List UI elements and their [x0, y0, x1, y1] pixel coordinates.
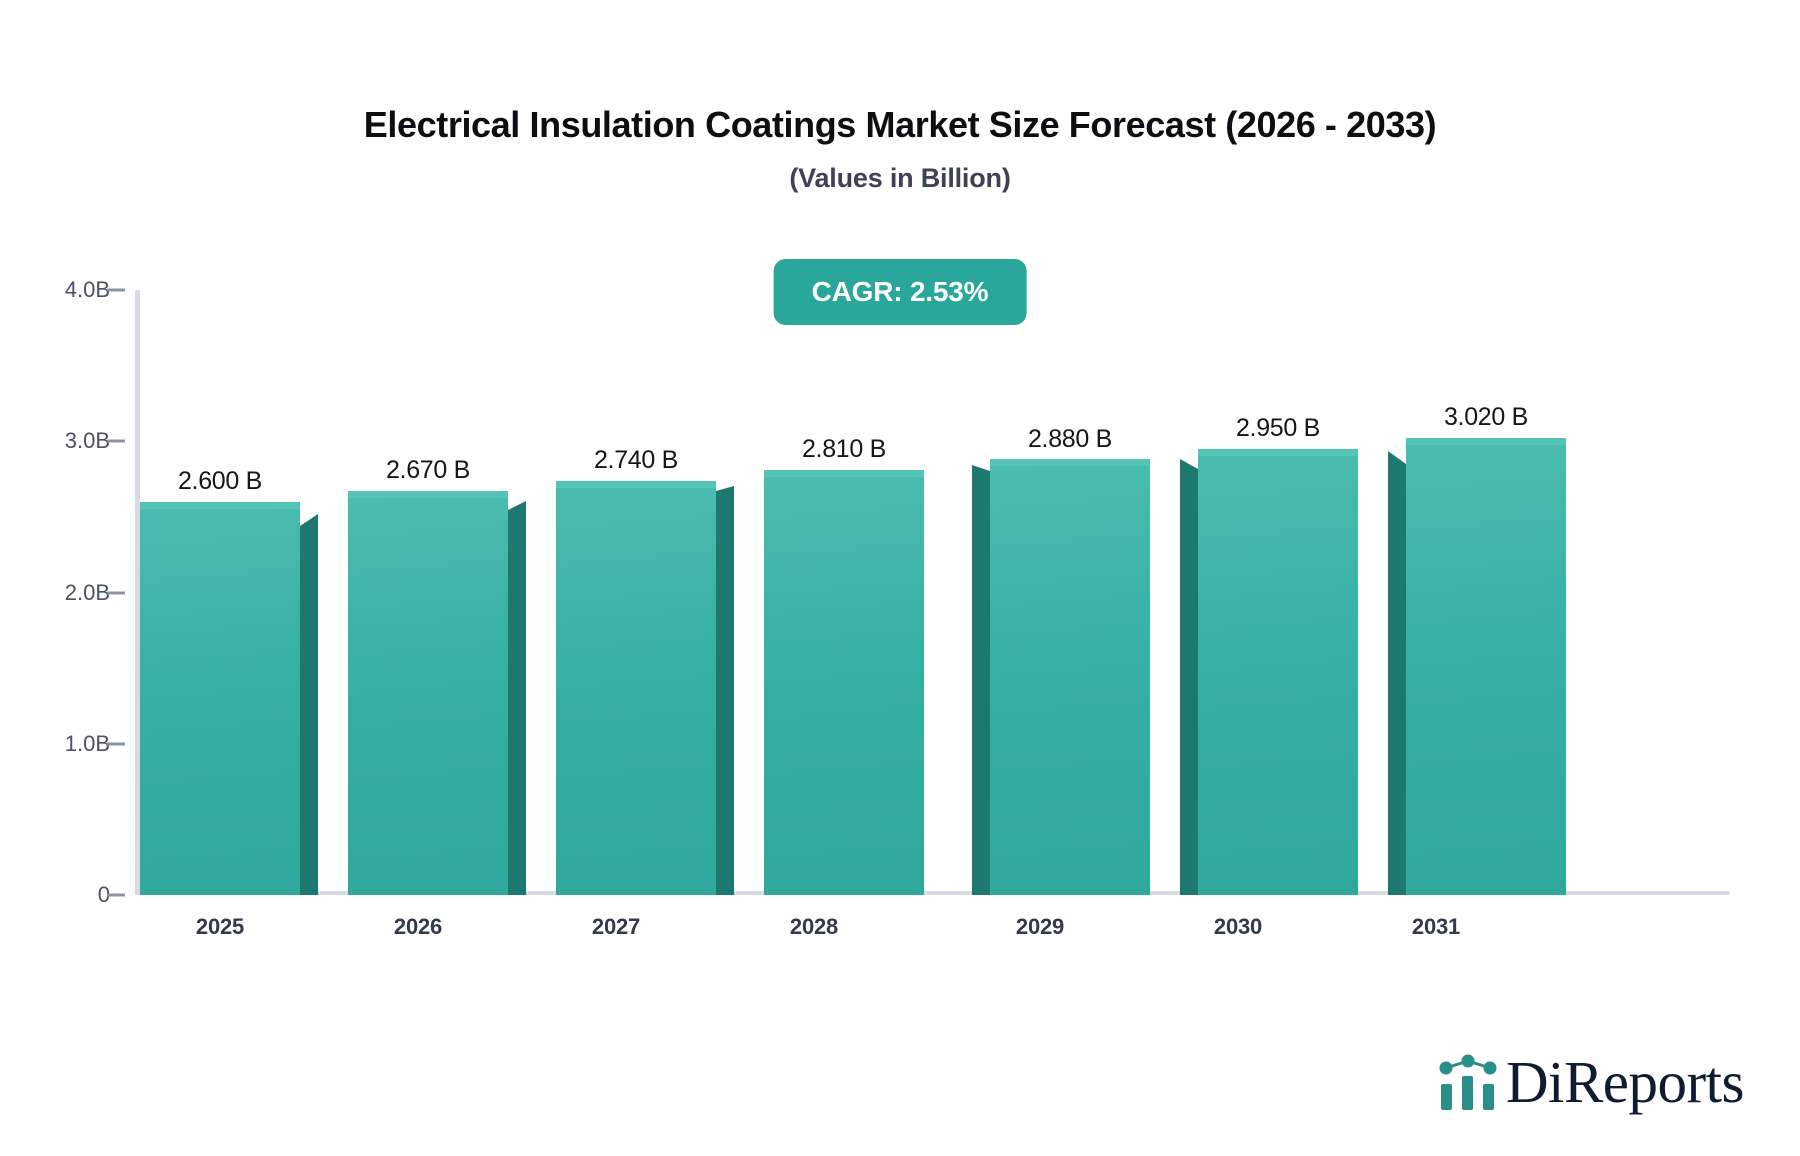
- x-tick-label-2027: 2027: [591, 914, 641, 939]
- bar-value-label-2025: 2.600 B: [177, 467, 263, 495]
- bar-value-label-2029: 2.880 B: [1027, 425, 1113, 453]
- x-tick-label-2029: 2029: [1015, 914, 1065, 939]
- bar-value-label-2026: 2.670 B: [385, 456, 471, 484]
- chart-subtitle: (Values in Billion): [789, 163, 1011, 194]
- bar-top-bevel-2025: [140, 501, 300, 509]
- bar-value-label-2028: 2.810 B: [801, 435, 887, 463]
- bar-top-bevel-2027: [556, 480, 716, 488]
- y-tick-dash-2: [107, 591, 125, 594]
- bar-side-2026: [508, 501, 526, 895]
- x-axis-line: [135, 891, 1730, 895]
- bar-value-label-2030: 2.950 B: [1235, 414, 1321, 442]
- bar-face-2025: [140, 501, 300, 895]
- x-tick-label-2025: 2025: [195, 914, 245, 939]
- title-block: Electrical Insulation Coatings Market Si…: [0, 104, 1800, 194]
- x-tick-label-2026: 2026: [393, 914, 443, 939]
- y-tick-dash-1: [107, 742, 125, 746]
- bar-side-2031: [1388, 451, 1406, 895]
- x-tick-label-2028: 2028: [789, 914, 839, 939]
- bars-layer: 2.600 B 2.670 B 2.740 B: [135, 290, 1730, 895]
- y-tick-label-2: 2.0B: [64, 579, 110, 605]
- y-tick-label-3: 3.0B: [64, 428, 110, 454]
- brand-name: DiReports: [1505, 1049, 1745, 1115]
- bar-chart-logo-icon: [1439, 1054, 1497, 1110]
- bar-face-2027: [556, 480, 716, 895]
- y-axis-line: [135, 290, 140, 895]
- bar-value-label-2027: 2.740 B: [593, 446, 679, 474]
- bar-value-label-2031: 3.020 B: [1443, 403, 1529, 431]
- y-tick-dash-4: [107, 288, 125, 292]
- x-tick-label-2030: 2030: [1213, 914, 1263, 939]
- bar-top-bevel-2029: [990, 459, 1150, 467]
- bar-face-2030: [1198, 448, 1358, 895]
- bar-face-2029: [990, 459, 1150, 895]
- y-tick-label-0: 0: [97, 882, 110, 907]
- bar-face-2031: [1406, 438, 1566, 895]
- bar-side-2025: [300, 514, 318, 895]
- page-title: Electrical Insulation Coatings Market Si…: [363, 104, 1437, 145]
- bar-side-2029: [972, 465, 990, 895]
- bar-side-2030: [1180, 459, 1198, 895]
- cagr-badge: CAGR: 2.53%: [773, 259, 1027, 325]
- y-tick-dash-3: [107, 439, 125, 443]
- y-tick-label-1: 1.0B: [64, 730, 110, 756]
- bar-top-bevel-2026: [348, 491, 508, 499]
- plot-area: 4.0B 3.0B 2.0B 1.0B 0 2.600 B: [65, 277, 1730, 907]
- bar-side-2027: [716, 486, 734, 895]
- bar-face-2028: [764, 470, 924, 895]
- y-tick-label-4: 4.0B: [64, 277, 110, 302]
- bar-face-2026: [348, 491, 508, 895]
- y-tick-dash-0: [107, 893, 125, 897]
- bar-top-bevel-2031: [1406, 438, 1566, 446]
- brand-logo: DiReports: [1438, 1049, 1745, 1115]
- bar-top-bevel-2028: [764, 470, 924, 477]
- bar-top-bevel-2030: [1198, 448, 1358, 456]
- x-tick-label-2031: 2031: [1411, 914, 1461, 939]
